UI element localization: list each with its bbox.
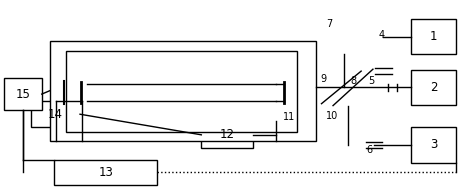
Text: 4: 4 <box>379 30 385 40</box>
Text: 6: 6 <box>366 145 373 155</box>
Text: 15: 15 <box>15 88 30 101</box>
Text: 11: 11 <box>283 112 295 122</box>
Bar <box>54 160 157 185</box>
Text: 3: 3 <box>430 138 437 151</box>
Bar <box>411 70 456 105</box>
Text: 8: 8 <box>350 76 356 86</box>
Text: 2: 2 <box>430 81 437 94</box>
Bar <box>411 19 456 54</box>
Bar <box>4 78 42 110</box>
Bar <box>50 41 315 141</box>
Text: 7: 7 <box>327 19 333 29</box>
Bar <box>201 121 253 148</box>
Text: 5: 5 <box>368 76 375 86</box>
Text: 14: 14 <box>48 108 63 121</box>
Text: 10: 10 <box>326 111 338 121</box>
Text: 12: 12 <box>219 128 234 141</box>
Text: 1: 1 <box>430 30 437 43</box>
Text: 9: 9 <box>320 74 327 84</box>
Bar <box>411 127 456 163</box>
Bar <box>31 101 80 127</box>
Bar <box>66 52 297 132</box>
Text: 13: 13 <box>98 166 113 179</box>
